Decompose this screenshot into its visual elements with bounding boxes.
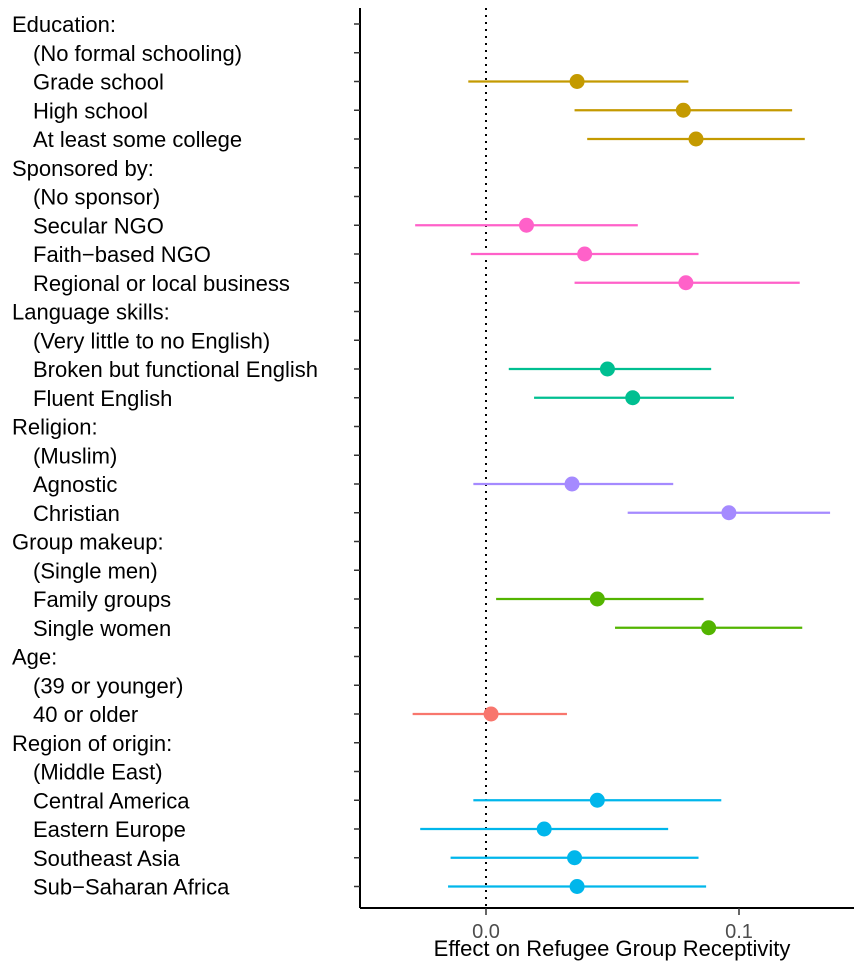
point-estimate-marker bbox=[721, 505, 737, 521]
group-header-label: Age: bbox=[12, 645, 57, 670]
row-label: At least some college bbox=[33, 127, 242, 152]
row-label: (Very little to no English) bbox=[33, 328, 270, 353]
point-estimate-marker bbox=[536, 821, 552, 837]
x-tick-label: 0.0 bbox=[472, 921, 500, 943]
row-label: Broken but functional English bbox=[33, 357, 318, 382]
group-header-label: Region of origin: bbox=[12, 731, 172, 756]
group-header-label: Language skills: bbox=[12, 300, 170, 325]
row-labels: Education: (No formal schooling) Grade sch… bbox=[12, 12, 318, 900]
point-estimate-marker bbox=[675, 102, 691, 118]
point-estimate-marker bbox=[577, 246, 593, 262]
point-estimate-marker bbox=[564, 476, 580, 492]
row-label: High school bbox=[33, 98, 148, 123]
point-estimate-marker bbox=[701, 620, 717, 636]
group-header-label: Religion: bbox=[12, 415, 98, 440]
row-label: Single women bbox=[33, 616, 171, 641]
row-label: 40 or older bbox=[33, 702, 138, 727]
group-header-label: Education: bbox=[12, 12, 116, 37]
x-tick-label: 0.1 bbox=[725, 921, 753, 943]
row-label: Faith−based NGO bbox=[33, 242, 211, 267]
point-estimate-marker bbox=[625, 390, 641, 406]
point-estimate-marker bbox=[688, 131, 704, 147]
row-label: (Muslim) bbox=[33, 443, 117, 468]
row-label: Family groups bbox=[33, 587, 171, 612]
x-axis-title: Effect on Refugee Group Receptivity bbox=[434, 936, 791, 961]
point-estimate-marker bbox=[567, 850, 583, 866]
row-label: Agnostic bbox=[33, 472, 117, 497]
row-label: Eastern Europe bbox=[33, 817, 186, 842]
plot-marks bbox=[412, 74, 831, 894]
row-label: Grade school bbox=[33, 70, 164, 95]
point-estimate-marker bbox=[569, 879, 585, 894]
row-label: Central America bbox=[33, 788, 190, 813]
row-label: Sub−Saharan Africa bbox=[33, 875, 230, 900]
group-header-label: Sponsored by: bbox=[12, 156, 154, 181]
group-header-label: Group makeup: bbox=[12, 530, 164, 555]
point-estimate-marker bbox=[518, 217, 534, 233]
point-estimate-marker bbox=[589, 591, 605, 607]
row-label: (No sponsor) bbox=[33, 185, 160, 210]
point-estimate-marker bbox=[483, 706, 499, 722]
point-estimate-marker bbox=[599, 361, 615, 377]
row-label: (39 or younger) bbox=[33, 673, 183, 698]
point-estimate-marker bbox=[569, 74, 585, 89]
point-estimate-marker bbox=[589, 792, 605, 808]
row-label: (No formal schooling) bbox=[33, 41, 242, 66]
row-label: Fluent English bbox=[33, 386, 172, 411]
row-label: (Middle East) bbox=[33, 760, 163, 785]
row-label: Southeast Asia bbox=[33, 846, 181, 871]
row-label: (Single men) bbox=[33, 558, 158, 583]
axes: 0.0 0.1 bbox=[354, 8, 854, 943]
row-label: Secular NGO bbox=[33, 213, 164, 238]
row-label: Regional or local business bbox=[33, 271, 290, 296]
point-estimate-marker bbox=[678, 275, 694, 291]
row-label: Christian bbox=[33, 501, 120, 526]
